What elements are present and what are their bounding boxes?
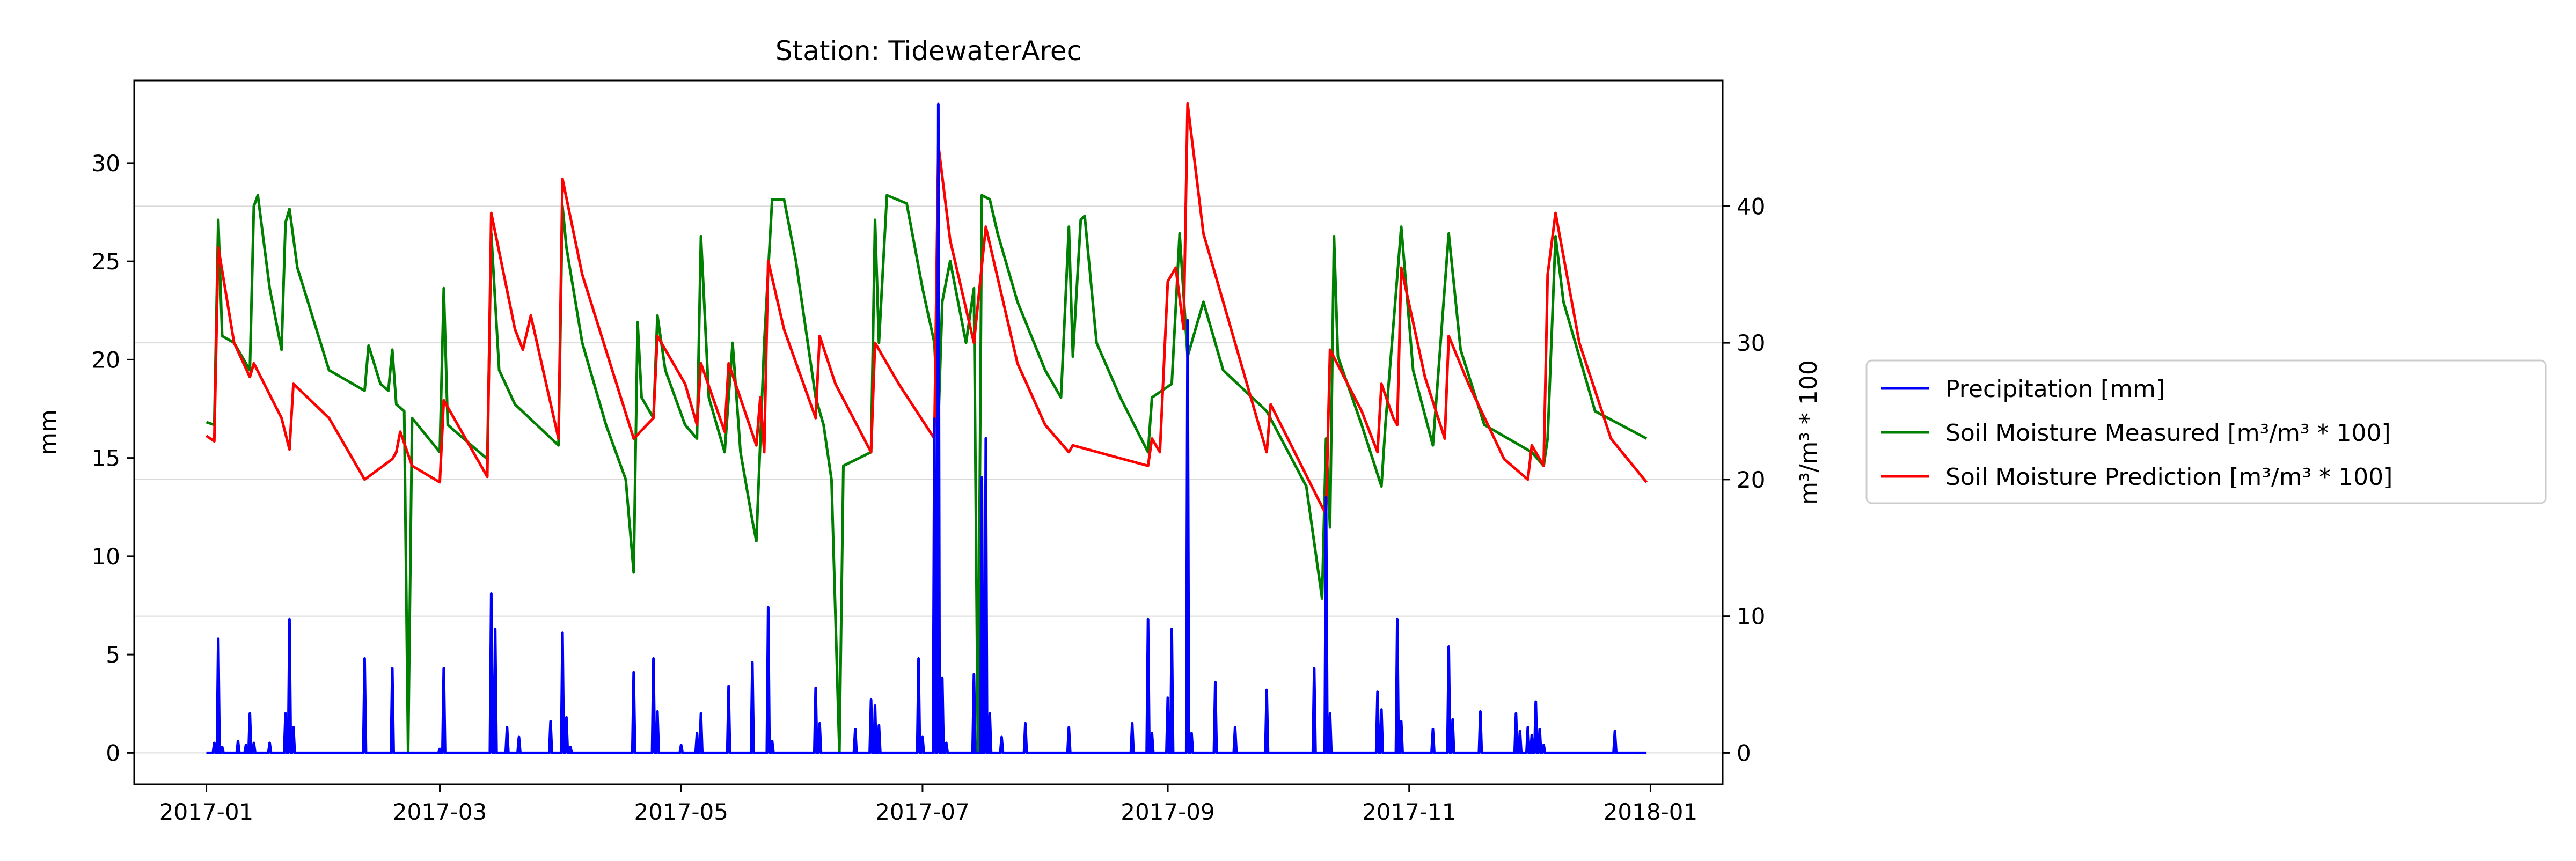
series-line-soil-moisture-prediction bbox=[206, 102, 1648, 516]
left-y-tick-label-3: 15 bbox=[92, 445, 120, 472]
series-layer bbox=[206, 102, 1648, 754]
left-y-tick-label-6: 30 bbox=[92, 150, 120, 176]
right-y-tick-label-0: 0 bbox=[1737, 740, 1751, 766]
x-tick-label-3: 2017-07 bbox=[875, 799, 970, 825]
right-y-tick-label-1: 10 bbox=[1737, 604, 1765, 630]
x-tick-label-1: 2017-03 bbox=[393, 799, 487, 825]
right-y-axis-label: m³/m³ * 100 bbox=[1795, 360, 1823, 505]
legend-label-soil-moisture-prediction: Soil Moisture Prediction [m³/m³ * 100] bbox=[1945, 463, 2392, 491]
x-tick-label-4: 2017-09 bbox=[1121, 799, 1215, 825]
left-y-tick-label-2: 10 bbox=[92, 543, 120, 570]
plot-frame bbox=[133, 79, 1724, 785]
legend-box bbox=[1865, 359, 2547, 504]
left-y-tick-label-1: 5 bbox=[106, 642, 120, 668]
left-y-tick-label-5: 25 bbox=[92, 248, 120, 275]
x-tick-label-2: 2017-05 bbox=[634, 799, 728, 825]
x-tick-label-6: 2018-01 bbox=[1604, 799, 1698, 825]
series-line-soil-moisture-measured bbox=[206, 194, 1648, 754]
legend-label-soil-moisture-measured: Soil Moisture Measured [m³/m³ * 100] bbox=[1945, 420, 2391, 447]
x-tick-label-0: 2017-01 bbox=[159, 799, 254, 825]
legend-label-precipitation: Precipitation [mm] bbox=[1945, 376, 2165, 403]
right-y-axis: 0 10 20 30 40 bbox=[1723, 193, 1765, 766]
right-y-tick-label-2: 20 bbox=[1737, 467, 1765, 493]
legend: Precipitation [mm] Soil Moisture Measure… bbox=[1865, 359, 2547, 504]
x-tick-label-5: 2017-11 bbox=[1362, 799, 1457, 825]
left-y-tick-label-4: 20 bbox=[92, 347, 120, 373]
chart-title: Station: TidewaterArec bbox=[775, 35, 1081, 67]
left-y-axis-label: mm bbox=[35, 409, 62, 455]
series-line-precipitation bbox=[206, 102, 1647, 754]
x-axis: 2017-01 2017-03 2017-05 2017-07 2017-09 2017-… bbox=[159, 784, 1697, 825]
left-y-axis: 0 5 10 15 20 25 30 bbox=[92, 150, 134, 766]
right-y-tick-label-3: 30 bbox=[1737, 330, 1765, 356]
right-y-tick-label-4: 40 bbox=[1737, 193, 1765, 219]
left-y-tick-label-0: 0 bbox=[106, 740, 120, 766]
